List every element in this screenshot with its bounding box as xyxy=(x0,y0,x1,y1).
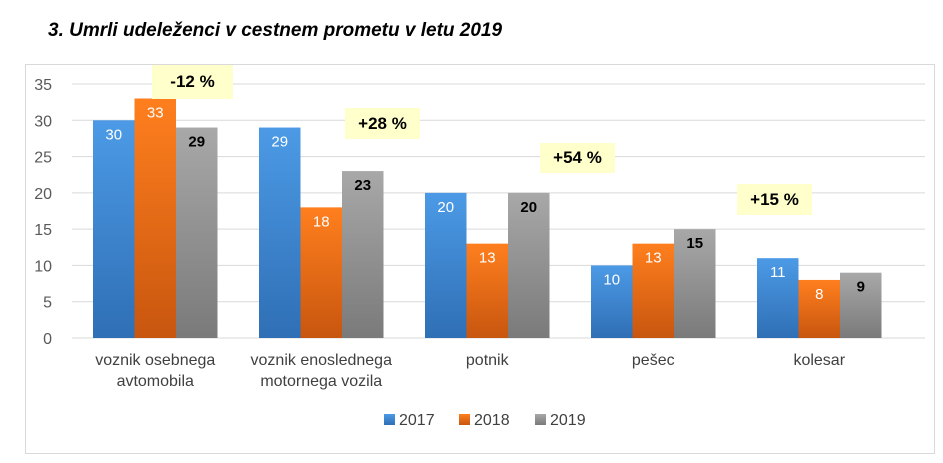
data-label: 20 xyxy=(520,199,537,216)
x-tick-label: voznik osebnega xyxy=(95,352,215,369)
bar-2017 xyxy=(757,258,799,338)
bar-2018 xyxy=(134,98,176,338)
bar-2018 xyxy=(466,243,508,338)
y-tick-label: 20 xyxy=(34,186,52,203)
legend-swatch-2018 xyxy=(459,414,470,425)
data-label: 18 xyxy=(313,213,330,230)
data-label: 20 xyxy=(437,199,454,216)
legend-label: 2017 xyxy=(399,412,435,429)
bar-2018 xyxy=(300,207,342,338)
y-tick-label: 25 xyxy=(34,150,52,167)
annotation-1: +28 % xyxy=(345,108,420,139)
bar-2018 xyxy=(632,243,674,338)
x-tick-label: avtomobila xyxy=(117,373,194,390)
legend-label: 2019 xyxy=(550,412,586,429)
bar-2019 xyxy=(508,192,550,338)
data-label: 9 xyxy=(857,279,865,296)
bar-2017 xyxy=(259,127,301,339)
x-tick-label: motornega vozila xyxy=(260,373,382,390)
data-label: 10 xyxy=(603,271,620,288)
bar-2017 xyxy=(591,265,633,338)
y-tick-label: 10 xyxy=(34,258,52,275)
y-tick-label: 15 xyxy=(34,222,52,239)
x-tick-label: potnik xyxy=(466,352,510,369)
x-tick-label: voznik enoslednega xyxy=(251,352,393,369)
bar-2019 xyxy=(840,272,882,338)
legend-swatch-2017 xyxy=(384,414,395,425)
annotation-0: -12 % xyxy=(152,65,233,99)
bar-2019 xyxy=(176,127,218,339)
annotation-3: +15 % xyxy=(737,184,812,215)
bar-2019 xyxy=(342,171,384,338)
data-label: 13 xyxy=(479,250,496,267)
data-label: 30 xyxy=(105,126,122,143)
y-tick-label: 30 xyxy=(34,113,52,130)
data-label: 13 xyxy=(645,250,662,267)
x-tick-label: kolesar xyxy=(793,352,845,369)
x-tick-label: pešec xyxy=(632,352,675,369)
bar-2018 xyxy=(798,279,840,338)
bar-2017 xyxy=(425,192,467,338)
legend-swatch-2019 xyxy=(535,414,546,425)
y-tick-label: 35 xyxy=(34,77,52,94)
legend-label: 2018 xyxy=(474,412,510,429)
data-label: 11 xyxy=(770,264,786,281)
bar-2019 xyxy=(674,229,716,338)
bar-2017 xyxy=(93,120,135,339)
data-label: 8 xyxy=(815,286,823,303)
annotation-2: +54 % xyxy=(540,143,615,173)
data-label: 23 xyxy=(354,177,371,194)
chart-frame xyxy=(25,64,935,454)
data-label: 29 xyxy=(188,134,205,151)
y-tick-label: 0 xyxy=(43,331,52,348)
data-label: 33 xyxy=(147,105,164,122)
data-label: 29 xyxy=(271,134,288,151)
y-tick-label: 5 xyxy=(43,295,52,312)
data-label: 15 xyxy=(686,235,703,252)
chart-title: 3. Umrli udeleženci v cestnem prometu v … xyxy=(48,20,503,41)
